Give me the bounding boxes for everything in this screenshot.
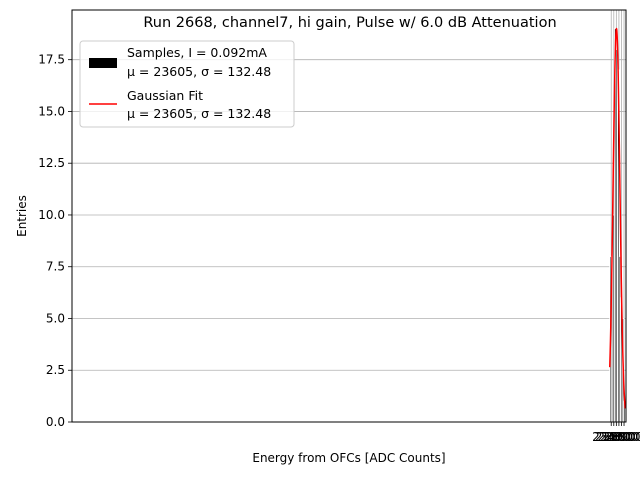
- y-tick-label: 2.5: [46, 363, 65, 377]
- y-tick-label: 15.0: [38, 104, 65, 118]
- y-tick-label: 12.5: [38, 156, 65, 170]
- y-tick-label: 5.0: [46, 311, 65, 325]
- grid-lines: [72, 10, 626, 423]
- x-axis-label: Energy from OFCs [ADC Counts]: [252, 451, 445, 465]
- y-axis-ticks: 0.0 2.5 5.0 7.5 10.0 12.5 15.0 17.5: [38, 53, 72, 429]
- x-tick-label: 23900: [605, 430, 640, 444]
- y-axis-label: Entries: [15, 195, 29, 237]
- legend-label-fit: Gaussian Fit: [127, 88, 203, 103]
- x-tick-label: 23700: [600, 430, 638, 444]
- gaussian-fit-layer: [609, 27, 627, 409]
- x-tick-label: 23600: [597, 430, 635, 444]
- chart-title: Run 2668, channel7, hi gain, Pulse w/ 6.…: [143, 15, 556, 31]
- y-tick-label: 10.0: [38, 208, 65, 222]
- y-tick-label: 7.5: [46, 260, 65, 274]
- legend-swatch-samples: [89, 58, 117, 68]
- x-tick-label: 23400: [592, 430, 630, 444]
- gaussian-fit-curve: [609, 27, 627, 409]
- x-tick-label: 23800: [602, 430, 640, 444]
- legend-stats-samples: μ = 23605, σ = 132.48: [127, 64, 271, 79]
- x-tick-label: 23500: [595, 430, 633, 444]
- legend: Samples, I = 0.092mA μ = 23605, σ = 132.…: [79, 40, 295, 128]
- legend-box: [79, 40, 295, 128]
- plot-frame: [71, 9, 627, 423]
- y-tick-label: 17.5: [38, 53, 65, 67]
- legend-stats-fit: μ = 23605, σ = 132.48: [127, 106, 271, 121]
- legend-label-samples: Samples, I = 0.092mA: [127, 45, 267, 60]
- y-tick-label: 0.0: [46, 415, 65, 429]
